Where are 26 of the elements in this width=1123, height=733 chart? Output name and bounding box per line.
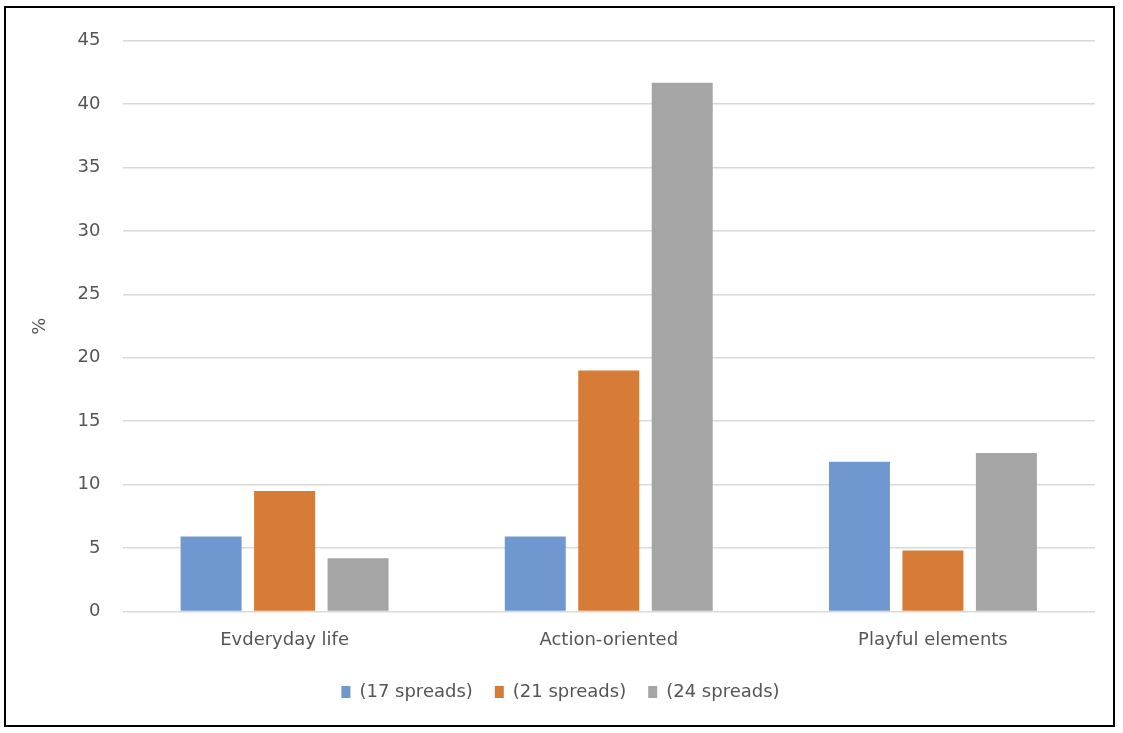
x-tick-label: Evderyday life bbox=[220, 627, 349, 649]
bar bbox=[828, 461, 890, 611]
bar bbox=[578, 370, 640, 611]
y-tick-label: 25 bbox=[77, 282, 101, 304]
y-tick-label: 45 bbox=[77, 28, 101, 50]
legend-label: (24 spreads) bbox=[666, 679, 780, 701]
bar bbox=[254, 490, 316, 611]
x-tick-label: Playful elements bbox=[858, 627, 1008, 649]
legend-label: (17 spreads) bbox=[359, 679, 473, 701]
bar bbox=[902, 550, 964, 611]
y-tick-label: 35 bbox=[77, 155, 101, 177]
y-tick-label: 5 bbox=[89, 535, 101, 557]
y-tick-label: 15 bbox=[77, 408, 101, 430]
x-tick-label: Action-oriented bbox=[539, 627, 679, 649]
y-tick-label: 10 bbox=[77, 472, 101, 494]
legend-label: (21 spreads) bbox=[512, 679, 627, 701]
y-tick-label: 0 bbox=[89, 599, 101, 621]
y-tick-label: 30 bbox=[77, 218, 101, 240]
y-axis-title: % bbox=[28, 317, 50, 335]
bar bbox=[504, 536, 566, 611]
y-tick-label: 20 bbox=[77, 345, 101, 367]
y-tick-label: 40 bbox=[77, 91, 101, 113]
bar bbox=[975, 452, 1037, 611]
bar bbox=[180, 536, 242, 611]
bar bbox=[651, 82, 713, 611]
bar bbox=[327, 558, 389, 611]
